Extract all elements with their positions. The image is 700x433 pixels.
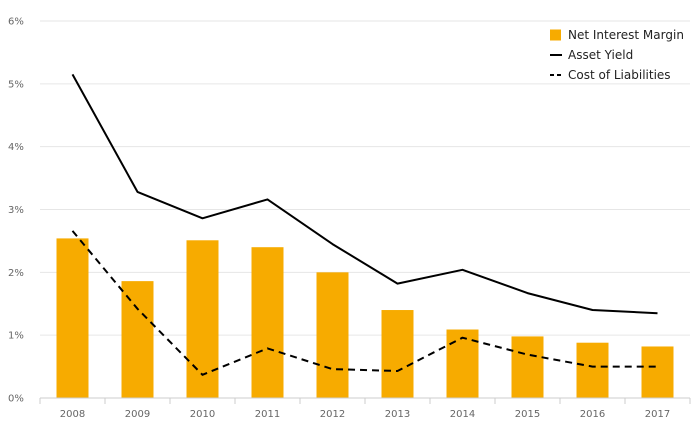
y-tick-label: 5%: [8, 79, 24, 90]
y-axis-ticks: 0% 1% 2% 3% 4% 5% 6%: [8, 17, 24, 405]
y-tick-label: 0%: [8, 394, 24, 405]
x-tick-label: 2014: [450, 409, 475, 420]
bar-net-interest-margin: [121, 281, 154, 398]
x-tick-label: 2011: [255, 409, 280, 420]
bar-net-interest-margin: [381, 310, 414, 398]
legend-swatch-net-interest-margin: [550, 29, 561, 41]
x-tick-label: 2010: [190, 409, 215, 420]
y-tick-label: 2%: [8, 268, 24, 279]
bar-net-interest-margin: [641, 346, 674, 398]
bar-net-interest-margin: [251, 247, 284, 398]
bar-net-interest-margin: [186, 240, 219, 398]
x-tick-label: 2015: [515, 409, 540, 420]
y-tick-label: 6%: [8, 17, 24, 28]
x-tick-label: 2013: [385, 409, 410, 420]
x-axis: 2008 2009 2010 2011 2012 2013 2014 2015 2016 2017: [39, 397, 691, 420]
legend: Net Interest Margin Asset Yield Cost of Li…: [550, 28, 684, 82]
line-series: [71, 73, 658, 376]
x-tick-label: 2017: [645, 409, 670, 420]
y-tick-label: 3%: [8, 205, 24, 216]
x-tick-label: 2012: [320, 409, 345, 420]
bar-net-interest-margin: [576, 342, 609, 398]
line-cost-of-liabilities: [71, 230, 658, 376]
x-tick-label: 2016: [580, 409, 605, 420]
legend-label: Asset Yield: [568, 48, 633, 62]
legend-label: Net Interest Margin: [568, 28, 684, 42]
x-tick-label: 2009: [125, 409, 150, 420]
legend-label: Cost of Liabilities: [568, 68, 671, 82]
bar-net-interest-margin: [56, 238, 89, 398]
gridlines: [40, 20, 690, 336]
x-tick-label: 2008: [60, 409, 85, 420]
bar-net-interest-margin: [316, 272, 349, 398]
bar-series-net-interest-margin: [56, 238, 674, 398]
bar-net-interest-margin: [511, 336, 544, 398]
y-tick-label: 4%: [8, 142, 24, 153]
y-tick-label: 1%: [8, 331, 24, 342]
line-asset-yield: [71, 73, 658, 315]
